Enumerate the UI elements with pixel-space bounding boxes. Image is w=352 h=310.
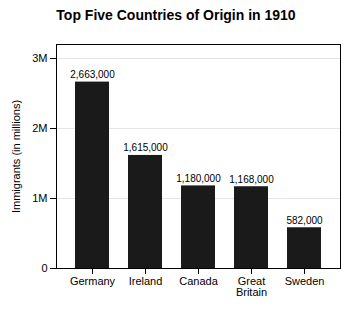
svg-text:Ireland: Ireland (129, 275, 163, 287)
svg-text:Germany: Germany (70, 275, 116, 287)
svg-text:1,168,000: 1,168,000 (229, 174, 274, 185)
svg-text:3M: 3M (32, 52, 47, 64)
svg-text:1M: 1M (32, 192, 47, 204)
svg-text:Immigrants (in millions): Immigrants (in millions) (10, 100, 22, 213)
svg-text:GreatBritain: GreatBritain (236, 275, 267, 298)
svg-text:1,615,000: 1,615,000 (123, 142, 168, 153)
svg-text:1,180,000: 1,180,000 (176, 173, 221, 184)
svg-text:582,000: 582,000 (286, 215, 323, 226)
html-text:Top Five Countries of Origin i: Top Five Countries of Origin in 1910 (56, 7, 296, 23)
svg-text:Canada: Canada (179, 275, 218, 287)
svg-text:Sweden: Sweden (285, 275, 325, 287)
svg-text:0: 0 (41, 262, 47, 274)
svg-text:2,663,000: 2,663,000 (70, 69, 115, 80)
svg-text:2M: 2M (32, 122, 47, 134)
